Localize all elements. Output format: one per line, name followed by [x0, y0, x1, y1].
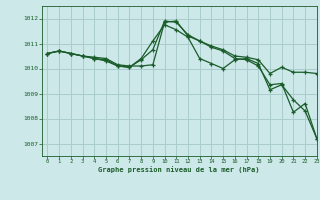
X-axis label: Graphe pression niveau de la mer (hPa): Graphe pression niveau de la mer (hPa) [99, 166, 260, 173]
